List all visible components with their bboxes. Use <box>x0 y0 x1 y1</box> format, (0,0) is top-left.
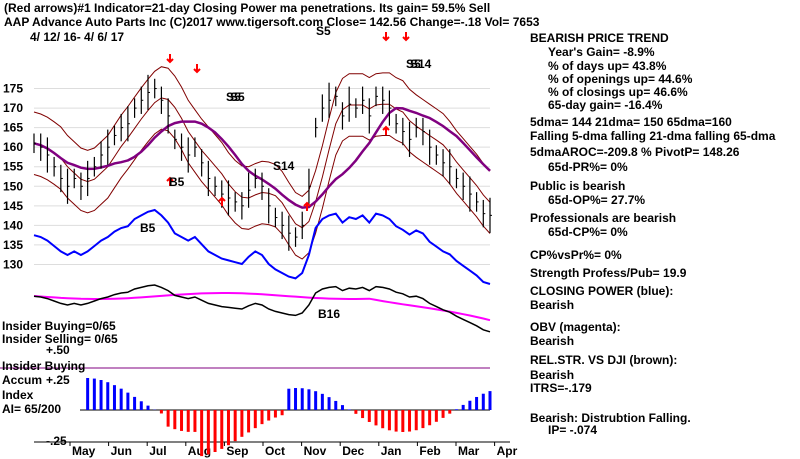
panel-op65: 65d-OP%= 27.7% <box>548 193 646 207</box>
red-arrow <box>218 196 226 206</box>
obv-line <box>33 292 491 322</box>
panel-strength: Strength Profess/Pub= 19.9 <box>530 266 687 280</box>
panel-falling: Falling 5-dma falling 21-dma falling 65-… <box>530 129 776 143</box>
y-tick-label: 170 <box>3 101 23 115</box>
y-tick-label: 135 <box>3 238 23 252</box>
chart-header-line1: (Red arrows)#1 Indicator=21-day Closing … <box>4 1 491 15</box>
relative-strength-line <box>0 284 491 369</box>
panel-cp65: 65d-CP%= 0% <box>548 225 628 239</box>
signal-label: S5 <box>316 24 331 38</box>
insider-buying-label: Insider Buying=0/65 <box>2 319 116 333</box>
signal-label: S14 <box>410 57 432 71</box>
signal-label: S14 <box>273 159 295 173</box>
x-axis: May Jun Jul Aug Sep Oct Nov Dec Jan Feb Mar Apr <box>34 441 518 458</box>
panel-cp-label: CLOSING POWER (blue): <box>530 284 674 298</box>
panel-ip: IP= -.074 <box>548 423 598 437</box>
signal-label: B5 <box>140 221 156 235</box>
closing-power <box>33 208 491 285</box>
obv <box>33 292 491 322</box>
signal-label: S5 <box>406 57 421 71</box>
panel-obv-label: OBV (magenta): <box>530 320 621 334</box>
y-tick-label: 165 <box>3 121 23 135</box>
panel-professionals: Professionals are bearish <box>530 211 677 225</box>
rel-strength <box>33 284 491 333</box>
middle-band <box>33 97 491 229</box>
x-tick-label: Dec <box>342 444 364 458</box>
x-tick-label: Sep <box>226 444 248 458</box>
y-tick-label: 150 <box>3 179 23 193</box>
panel-obv-val: Bearish <box>530 334 575 348</box>
y-tick-label: 175 <box>3 82 23 96</box>
plus50-label: +.50 <box>46 343 70 357</box>
y-tick-label: 140 <box>3 218 23 232</box>
panel-dma: 5dma= 144 21dma= 150 65dma=160 <box>530 115 732 129</box>
red-arrow <box>166 176 174 186</box>
bollinger-bands <box>33 66 491 260</box>
panel-itrs: ITRS=-.179 <box>530 381 592 395</box>
y-tick-label: 130 <box>3 257 23 271</box>
panel-dist: Bearish: Distrubtion Falling. <box>530 411 691 425</box>
panel-public: Public is bearish <box>530 179 626 193</box>
x-tick-label: Jun <box>111 444 132 458</box>
x-tick-label: Aug <box>188 444 211 458</box>
red-arrow <box>382 32 390 42</box>
upper-band <box>33 66 491 198</box>
panel-cpvspr: CP%vsPr%= 0% <box>530 248 622 262</box>
red-arrow <box>303 201 311 211</box>
x-tick-label: Mar <box>458 444 480 458</box>
red-arrow <box>382 125 390 135</box>
x-tick-label: May <box>72 444 96 458</box>
x-tick-label: Apr <box>497 444 518 458</box>
panel-openings-up: % of openings up= 44.6% <box>548 72 693 86</box>
panel-aroc: 5dmaAROC=-209.8 % PivotP= 148.26 <box>530 145 740 159</box>
x-tick-label: Nov <box>304 444 327 458</box>
panel-days-up: % of days up= 43.8% <box>548 59 667 73</box>
ai-label: AI= 65/200 <box>2 402 62 416</box>
panel-relstr-label: REL.STR. VS DJI (brown): <box>530 353 678 367</box>
index-label: Index <box>2 388 34 402</box>
insider-buying-label-2: Insider Buying <box>2 359 86 373</box>
x-tick-label: Feb <box>419 444 440 458</box>
x-tick-label: Oct <box>265 444 285 458</box>
panel-65day-gain: 65-day gain= -16.4% <box>548 98 663 112</box>
accumulation-index <box>80 378 492 457</box>
panel-relstr-val: Bearish <box>530 368 575 382</box>
panel-pr65: 65d-PR%= 0% <box>548 160 628 174</box>
panel-cp-val: Bearish <box>530 298 575 312</box>
x-tick-label: Jul <box>149 444 166 458</box>
accum-label: Accum <box>2 373 43 387</box>
panel-years-gain: Year's Gain= -8.9% <box>548 45 655 59</box>
chart-date-range: 4/ 12/ 16- 4/ 6/ 17 <box>30 30 125 44</box>
red-arrow <box>402 32 410 42</box>
grid <box>34 88 490 265</box>
y-tick-label: 155 <box>3 160 23 174</box>
red-arrow <box>166 54 174 64</box>
signal-label: S5 <box>230 90 245 104</box>
chart-header-line2: AAP Advance Auto Parts Inc (C)2017 www.t… <box>4 15 540 29</box>
red-arrow <box>193 64 201 74</box>
panel-closings-up: % of closings up= 46.6% <box>548 85 688 99</box>
y-tick-label: 145 <box>3 199 23 213</box>
signal-arrows <box>166 32 410 211</box>
minus25-label: -.25 <box>46 434 67 448</box>
signal-label: S5 <box>226 90 241 104</box>
plus25-label: +.25 <box>46 373 70 387</box>
closing-power-line <box>33 208 491 285</box>
y-tick-label: 160 <box>3 140 23 154</box>
insider-selling-label: Insider Selling= 0/65 <box>2 332 118 346</box>
x-tick-label: Jan <box>381 444 402 458</box>
y-axis: 175 170 165 160 155 150 145 140 135 130 <box>3 82 23 272</box>
signal-label: B5 <box>169 175 185 189</box>
lower-band <box>33 128 491 260</box>
price-bars <box>33 74 492 251</box>
panel-bearish-title: BEARISH PRICE TREND <box>530 31 669 45</box>
signal-label: B16 <box>318 307 340 321</box>
